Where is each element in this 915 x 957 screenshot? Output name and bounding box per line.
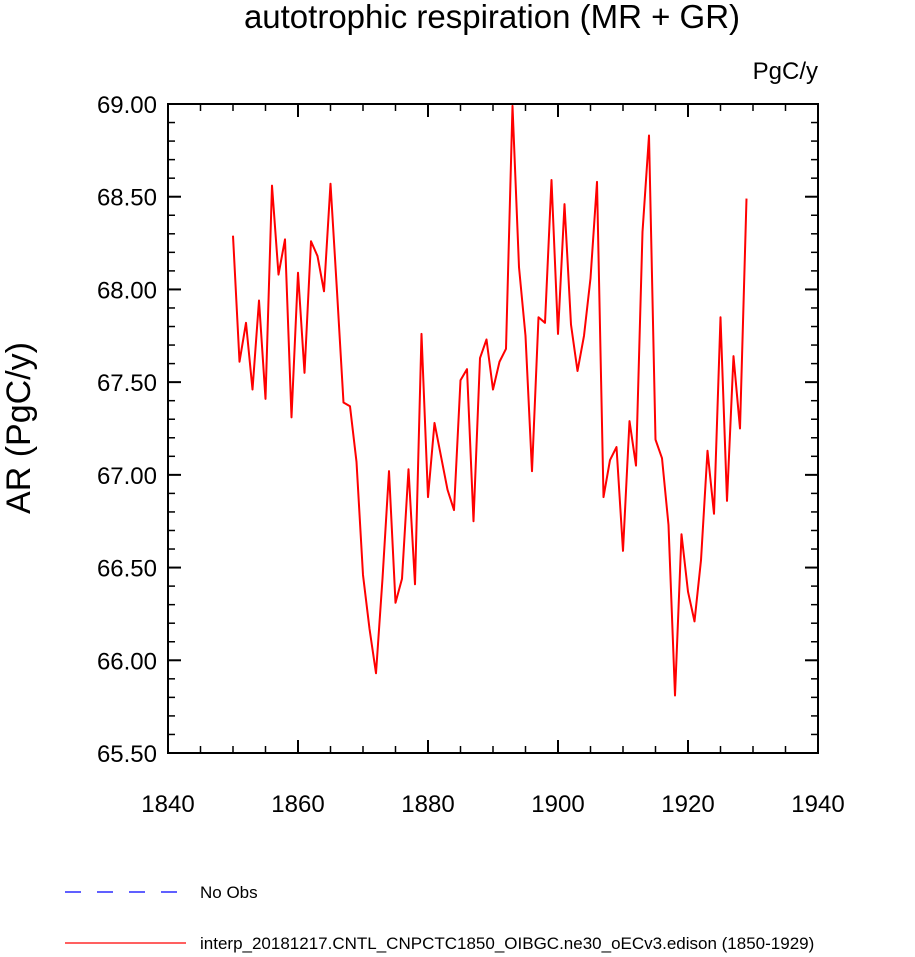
x-tick-label: 1920: [661, 791, 714, 818]
major-ticks: [167, 103, 819, 754]
series-layer: [232, 104, 748, 697]
y-tick-label: 68.00: [97, 277, 157, 304]
y-tick-label: 66.00: [97, 648, 157, 675]
legend-label-model: interp_20181217.CNTL_CNPCTC1850_OIBGC.ne…: [200, 934, 814, 953]
x-tick-label: 1940: [791, 791, 844, 818]
y-tick-label: 67.50: [97, 370, 157, 397]
series-line-0: [232, 104, 748, 697]
x-tick-label: 1860: [271, 791, 324, 818]
y-tick-labels: 65.50 66.00 66.50 67.00 67.50 68.00 68.50 69.00: [97, 92, 157, 768]
x-tick-label: 1900: [531, 791, 584, 818]
y-axis-label: AR (PgC/y): [0, 342, 38, 514]
x-tick-labels: 1840 1860 1880 1900 1920 1940: [141, 791, 844, 818]
y-tick-label: 68.50: [97, 185, 157, 212]
y-tick-label: 67.00: [97, 463, 157, 490]
legend-label-no-obs: No Obs: [200, 883, 258, 902]
legend: No Obs interp_20181217.CNTL_CNPCTC1850_O…: [65, 883, 814, 953]
x-tick-label: 1880: [401, 791, 454, 818]
minor-ticks: [168, 104, 818, 753]
plot-frame: [167, 103, 819, 754]
y-tick-label: 69.00: [97, 92, 157, 119]
chart-title: autotrophic respiration (MR + GR): [244, 0, 740, 35]
x-tick-label: 1840: [141, 791, 194, 818]
y-tick-label: 66.50: [97, 556, 157, 583]
y-tick-label: 65.50: [97, 741, 157, 768]
units-label: PgC/y: [753, 58, 818, 85]
